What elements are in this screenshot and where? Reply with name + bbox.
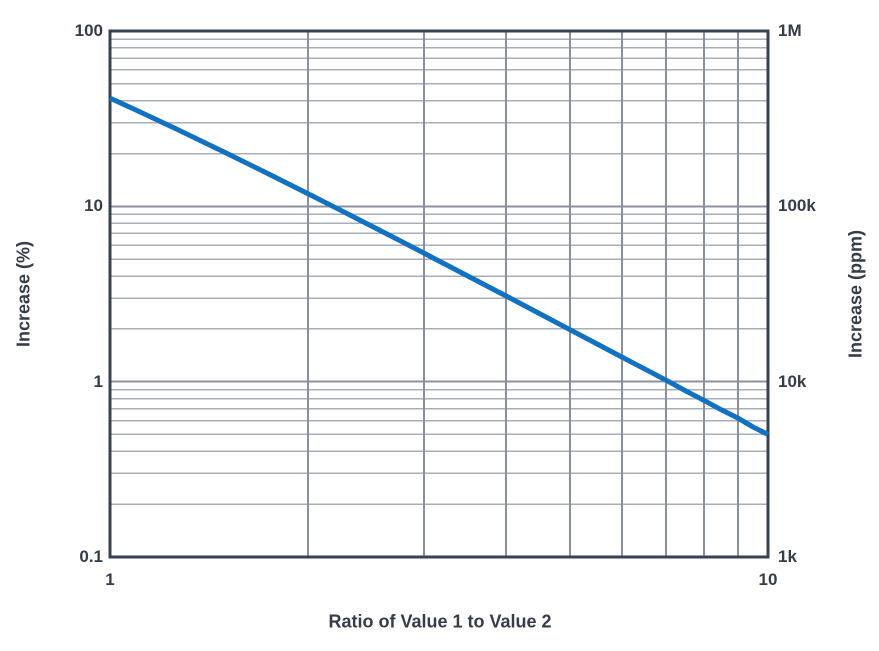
y-right-tick-10k: 10k [778, 371, 807, 391]
y-right-tick-1k: 1k [778, 547, 797, 566]
y-left-tick-0.1: 0.1 [79, 547, 103, 566]
y-right-tick-100k: 100k [778, 196, 816, 216]
x-axis-title: Ratio of Value 1 to Value 2 [328, 611, 552, 632]
y-left-tick-1: 1 [93, 371, 103, 391]
y-axis-right-title: Increase (ppm) [845, 229, 866, 359]
y-left-tick-10: 10 [84, 196, 103, 216]
series-line-rss-increase [108, 95, 770, 437]
x-tick-10: 10 [758, 570, 778, 589]
plot-border [108, 29, 770, 559]
x-tick-1: 1 [105, 570, 115, 589]
y-axis-left-title: Increase (%) [13, 240, 34, 348]
y-right-tick-1M: 1M [778, 21, 802, 40]
y-left-tick-100: 100 [74, 21, 103, 40]
